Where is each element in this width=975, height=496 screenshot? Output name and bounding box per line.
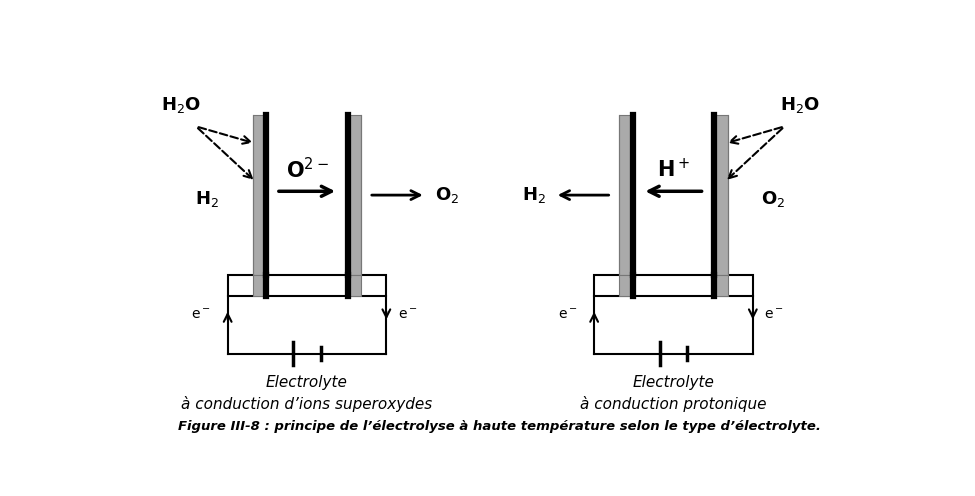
Bar (228, 275, 386, 296)
Bar (633, 115, 715, 275)
Bar (619, 275, 633, 296)
Text: à conduction protonique: à conduction protonique (580, 396, 766, 412)
Bar (715, 275, 728, 296)
Bar (715, 115, 728, 275)
Bar (633, 275, 715, 296)
Bar (348, 275, 362, 296)
Bar (253, 115, 266, 275)
Text: e$^-$: e$^-$ (191, 308, 211, 321)
Text: Electrolyte: Electrolyte (633, 374, 715, 389)
Bar (348, 115, 362, 275)
Bar (266, 275, 348, 296)
Text: Figure III-8 : principe de l’électrolyse à haute température selon le type d’éle: Figure III-8 : principe de l’électrolyse… (178, 420, 821, 433)
Text: e$^-$: e$^-$ (764, 308, 784, 321)
Bar (253, 275, 266, 296)
Text: H$_2$: H$_2$ (522, 185, 546, 205)
Text: H$_2$O: H$_2$O (780, 95, 820, 115)
Text: Electrolyte: Electrolyte (266, 374, 348, 389)
Text: O$^{2-}$: O$^{2-}$ (286, 157, 329, 182)
Text: H$_2$O: H$_2$O (161, 95, 201, 115)
Text: H$_2$: H$_2$ (195, 189, 219, 209)
Text: O$_2$: O$_2$ (761, 189, 785, 209)
Bar (619, 115, 633, 275)
Text: e$^-$: e$^-$ (558, 308, 577, 321)
Text: H$^+$: H$^+$ (657, 158, 690, 181)
Text: O$_2$: O$_2$ (435, 185, 459, 205)
Bar (594, 275, 753, 296)
Text: e$^-$: e$^-$ (398, 308, 417, 321)
Text: à conduction d’ions superoxydes: à conduction d’ions superoxydes (181, 396, 433, 412)
Bar (266, 115, 348, 275)
